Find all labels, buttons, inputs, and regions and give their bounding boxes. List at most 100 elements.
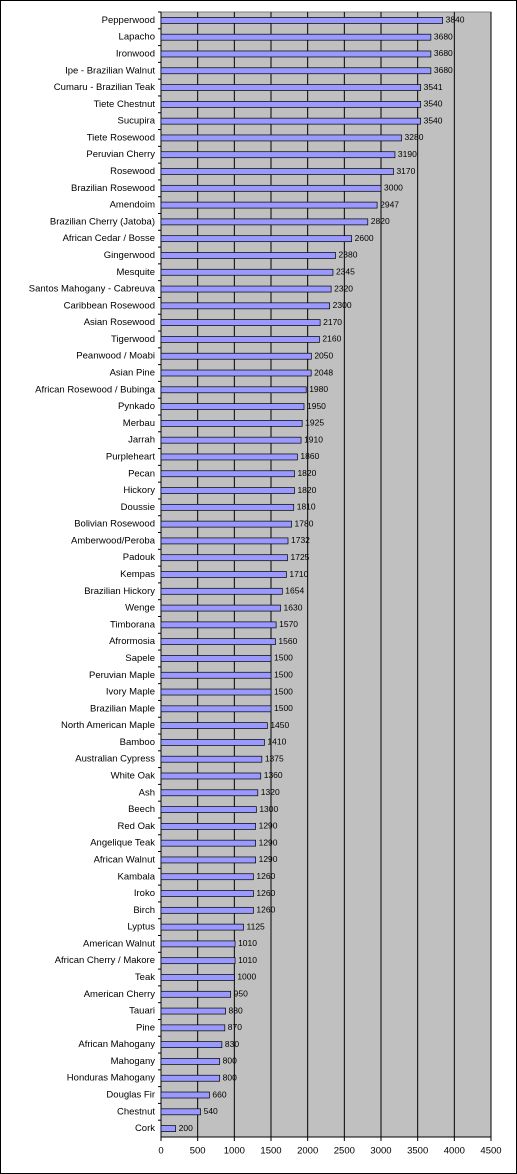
y-tick-label: Asian Rosewood bbox=[84, 317, 155, 328]
bar bbox=[160, 823, 256, 830]
bar bbox=[160, 940, 236, 948]
bar bbox=[160, 1091, 210, 1099]
x-tick-label: 3000 bbox=[370, 1146, 391, 1157]
y-tick-label: Sapele bbox=[125, 653, 155, 664]
bar bbox=[160, 436, 302, 444]
x-tick-label: 1500 bbox=[260, 1146, 281, 1157]
value-label: 1500 bbox=[274, 653, 293, 663]
value-label: 3540 bbox=[424, 115, 443, 125]
bar bbox=[160, 571, 287, 578]
bar bbox=[160, 789, 259, 797]
value-label: 880 bbox=[229, 1005, 243, 1015]
x-tick-label: 2500 bbox=[334, 1146, 355, 1157]
bar bbox=[160, 1041, 223, 1048]
value-label: 3540 bbox=[424, 99, 443, 109]
value-label: 1360 bbox=[264, 770, 283, 780]
value-label: 1450 bbox=[270, 720, 289, 730]
y-tick-label: Kempas bbox=[120, 569, 155, 580]
y-tick-label: African Cedar / Bosse bbox=[63, 233, 155, 244]
value-label: 1910 bbox=[304, 434, 323, 444]
y-tick-label: Iroko bbox=[134, 888, 155, 899]
bar bbox=[160, 201, 378, 209]
y-tick-label: Peanwood / Moabi bbox=[76, 351, 155, 362]
bar bbox=[160, 1125, 177, 1132]
y-tick-label: Peruvian Cherry bbox=[86, 149, 155, 160]
y-tick-label: Tigerwood bbox=[111, 334, 155, 345]
y-tick-label: Douglas Fir bbox=[106, 1090, 155, 1101]
value-label: 2170 bbox=[323, 317, 342, 327]
bar bbox=[160, 1007, 226, 1015]
value-label: 3840 bbox=[446, 15, 465, 25]
value-label: 950 bbox=[234, 989, 248, 999]
bar bbox=[160, 587, 283, 595]
bar bbox=[160, 134, 402, 142]
y-tick-label: Afrormosia bbox=[109, 636, 156, 647]
x-tick-label: 4000 bbox=[444, 1146, 465, 1157]
y-tick-label: Tiete Rosewood bbox=[87, 132, 155, 143]
bar bbox=[160, 923, 244, 931]
y-tick-label: Mahogany bbox=[111, 1056, 156, 1067]
bar bbox=[160, 1058, 221, 1065]
value-label: 1290 bbox=[259, 837, 278, 847]
bar bbox=[160, 655, 272, 662]
value-label: 1710 bbox=[289, 569, 308, 579]
value-label: 2300 bbox=[333, 300, 352, 310]
value-label: 540 bbox=[204, 1106, 218, 1116]
value-label: 830 bbox=[225, 1039, 239, 1049]
y-tick-label: Australian Cypress bbox=[75, 754, 155, 765]
y-tick-label: Ipe - Brazilian Walnut bbox=[65, 65, 155, 76]
value-label: 1500 bbox=[274, 686, 293, 696]
bar bbox=[160, 537, 289, 545]
bar bbox=[160, 739, 265, 746]
bar bbox=[160, 50, 432, 58]
x-tick-label: 0 bbox=[158, 1146, 163, 1157]
value-label: 1000 bbox=[237, 972, 256, 982]
y-tick-label: Timborana bbox=[110, 619, 156, 630]
bar bbox=[160, 319, 321, 326]
y-tick-label: Teak bbox=[135, 972, 155, 983]
value-label: 1010 bbox=[238, 938, 257, 948]
bar bbox=[160, 520, 292, 528]
value-label: 1500 bbox=[274, 669, 293, 679]
value-label: 1500 bbox=[274, 703, 293, 713]
bar bbox=[160, 487, 295, 494]
value-label: 1570 bbox=[279, 619, 298, 629]
value-label: 3000 bbox=[384, 183, 403, 193]
bar bbox=[160, 117, 421, 125]
value-label: 3680 bbox=[434, 65, 453, 75]
bar bbox=[160, 184, 382, 192]
value-label: 2048 bbox=[314, 367, 333, 377]
y-tick-label: Cumaru - Brazilian Teak bbox=[54, 82, 155, 93]
y-tick-label: Brazilian Maple bbox=[90, 703, 155, 714]
value-label: 1950 bbox=[307, 401, 326, 411]
y-tick-label: Ivory Maple bbox=[106, 687, 155, 698]
y-tick-label: North American Maple bbox=[61, 720, 155, 731]
value-label: 1125 bbox=[247, 921, 266, 931]
value-label: 2947 bbox=[380, 199, 399, 209]
value-label: 1810 bbox=[297, 502, 316, 512]
bar bbox=[160, 67, 432, 75]
y-tick-label: Pepperwood bbox=[102, 15, 155, 26]
bar bbox=[160, 671, 272, 679]
value-label: 2820 bbox=[371, 216, 390, 226]
value-label: 1260 bbox=[256, 888, 275, 898]
bar bbox=[160, 755, 263, 763]
bar bbox=[160, 806, 257, 813]
bar bbox=[160, 890, 254, 897]
bar bbox=[160, 33, 432, 41]
bar bbox=[160, 453, 298, 461]
value-label: 2320 bbox=[334, 283, 353, 293]
bar bbox=[160, 17, 443, 24]
y-tick-label: Angelique Teak bbox=[90, 838, 155, 849]
bar bbox=[160, 906, 254, 914]
y-tick-label: African Cherry / Makore bbox=[55, 955, 155, 966]
bar bbox=[160, 1074, 221, 1082]
y-tick-label: Lyptus bbox=[127, 922, 155, 933]
y-tick-label: African Mahogany bbox=[78, 1039, 155, 1050]
bar bbox=[160, 403, 305, 410]
value-label: 1630 bbox=[284, 602, 303, 612]
value-label: 1980 bbox=[309, 384, 328, 394]
y-tick-label: Tiete Chestnut bbox=[94, 99, 156, 110]
y-tick-label: Cork bbox=[135, 1123, 155, 1134]
y-tick-label: Beech bbox=[128, 804, 155, 815]
